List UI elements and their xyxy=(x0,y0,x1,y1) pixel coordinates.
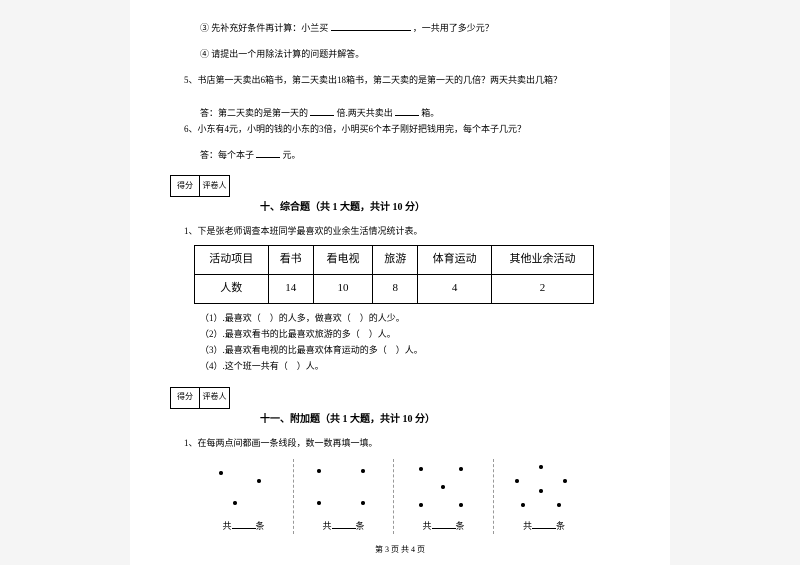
dot xyxy=(361,469,365,473)
q6-ans-a: 答：每个本子 xyxy=(200,150,254,160)
dot-group-3: 共条 xyxy=(394,459,494,534)
q5-answer: 答：第二天卖的是第一天的 倍.两天共卖出 箱。 xyxy=(170,105,630,121)
section-11-title: 十一、附加题（共 1 大题，共计 10 分） xyxy=(170,411,630,429)
dot xyxy=(419,503,423,507)
score-right: 评卷人 xyxy=(200,175,230,197)
q3-text-b: ，一共用了多少元？ xyxy=(413,23,494,33)
th-2: 看电视 xyxy=(313,246,372,275)
dot-label-2: 共条 xyxy=(322,518,364,534)
sec10-s4: （4）.这个班一共有（ ）人。 xyxy=(170,358,630,374)
q6-answer: 答：每个本子 元。 xyxy=(170,147,630,163)
blank xyxy=(232,519,256,529)
q3-blank xyxy=(331,21,411,31)
sec11-intro: 1、在每两点间都画一条线段，数一数再填一填。 xyxy=(170,435,630,451)
dot xyxy=(419,467,423,471)
dot xyxy=(459,503,463,507)
dot xyxy=(539,465,543,469)
dot xyxy=(233,501,237,505)
sec10-s3: （3）.最喜欢看电视的比最喜欢体育运动的多（ ）人。 xyxy=(170,342,630,358)
sec10-s1: （1）.最喜欢（ ）的人多，做喜欢（ ）的人少。 xyxy=(170,310,630,326)
page-footer: 第 3 页 共 4 页 xyxy=(130,543,670,557)
dot-group-4: 共条 xyxy=(494,459,594,534)
td-3: 4 xyxy=(418,275,492,304)
q5-blank1 xyxy=(310,106,334,116)
dot-label-3: 共条 xyxy=(422,518,464,534)
blank xyxy=(432,519,456,529)
dot-groups: 共条 共条 共条 xyxy=(194,459,630,534)
dot-label-4: 共条 xyxy=(523,518,565,534)
dot-area-4 xyxy=(499,459,589,514)
sec10-s2: （2）.最喜欢看书的比最喜欢旅游的多（ ）人。 xyxy=(170,326,630,342)
q6-line1: 6、小东有4元，小明的钱的小东的3倍，小明买6个本子刚好把钱用完，每个本子几元？ xyxy=(170,121,630,137)
dot xyxy=(521,503,525,507)
score-right-11: 评卷人 xyxy=(200,387,230,409)
blank xyxy=(532,519,556,529)
score-box-10: 得分 评卷人 xyxy=(170,175,630,197)
score-left-11: 得分 xyxy=(170,387,200,409)
td-1: 10 xyxy=(313,275,372,304)
dot xyxy=(219,471,223,475)
q3-text-a: ③ 先补充好条件再计算：小兰买 xyxy=(200,23,328,33)
dot-area-3 xyxy=(399,459,489,514)
th-4: 体育运动 xyxy=(418,246,492,275)
th-3: 旅游 xyxy=(373,246,418,275)
q5-line1: 5、书店第一天卖出6箱书，第二天卖出18箱书，第二天卖的是第一天的几倍？两天共卖… xyxy=(170,72,630,88)
dot xyxy=(515,479,519,483)
q5-ans-b: 倍.两天共卖出 xyxy=(337,108,393,118)
stats-table: 活动项目 看书 看电视 旅游 体育运动 其他业余活动 人数 14 10 8 4 … xyxy=(194,245,594,304)
sec10-intro: 1、下是张老师调查本班同学最喜欢的业余生活情况统计表。 xyxy=(170,223,630,239)
q5-ans-c: 箱。 xyxy=(421,108,439,118)
th-0: 活动项目 xyxy=(195,246,269,275)
page: ③ 先补充好条件再计算：小兰买 ，一共用了多少元？ ④ 请提出一个用除法计算的问… xyxy=(130,0,670,565)
dot xyxy=(563,479,567,483)
dot-area-2 xyxy=(299,459,389,514)
td-0: 14 xyxy=(268,275,313,304)
dot-area-1 xyxy=(199,459,289,514)
section-10-title: 十、综合题（共 1 大题，共计 10 分） xyxy=(170,199,630,217)
dot xyxy=(257,479,261,483)
dot-group-1: 共条 xyxy=(194,459,294,534)
dot xyxy=(317,469,321,473)
q4-text: ④ 请提出一个用除法计算的问题并解答。 xyxy=(200,49,364,59)
dot xyxy=(441,485,445,489)
table-header-row: 活动项目 看书 看电视 旅游 体育运动 其他业余活动 xyxy=(195,246,594,275)
dot xyxy=(539,489,543,493)
th-5: 其他业余活动 xyxy=(491,246,593,275)
table-row: 人数 14 10 8 4 2 xyxy=(195,275,594,304)
dot xyxy=(459,467,463,471)
q5-ans-a: 答：第二天卖的是第一天的 xyxy=(200,108,308,118)
q6-blank xyxy=(256,148,280,158)
blank xyxy=(332,519,356,529)
score-box-11: 得分 评卷人 xyxy=(170,387,630,409)
td-label: 人数 xyxy=(195,275,269,304)
q3-line: ③ 先补充好条件再计算：小兰买 ，一共用了多少元？ xyxy=(170,20,630,36)
q6-ans-b: 元。 xyxy=(283,150,301,160)
q4-line: ④ 请提出一个用除法计算的问题并解答。 xyxy=(170,46,630,62)
td-2: 8 xyxy=(373,275,418,304)
dot xyxy=(361,501,365,505)
dot-group-2: 共条 xyxy=(294,459,394,534)
q5-blank2 xyxy=(395,106,419,116)
dot xyxy=(557,503,561,507)
dot-label-1: 共条 xyxy=(222,518,264,534)
th-1: 看书 xyxy=(268,246,313,275)
dot xyxy=(317,501,321,505)
score-left: 得分 xyxy=(170,175,200,197)
td-4: 2 xyxy=(491,275,593,304)
